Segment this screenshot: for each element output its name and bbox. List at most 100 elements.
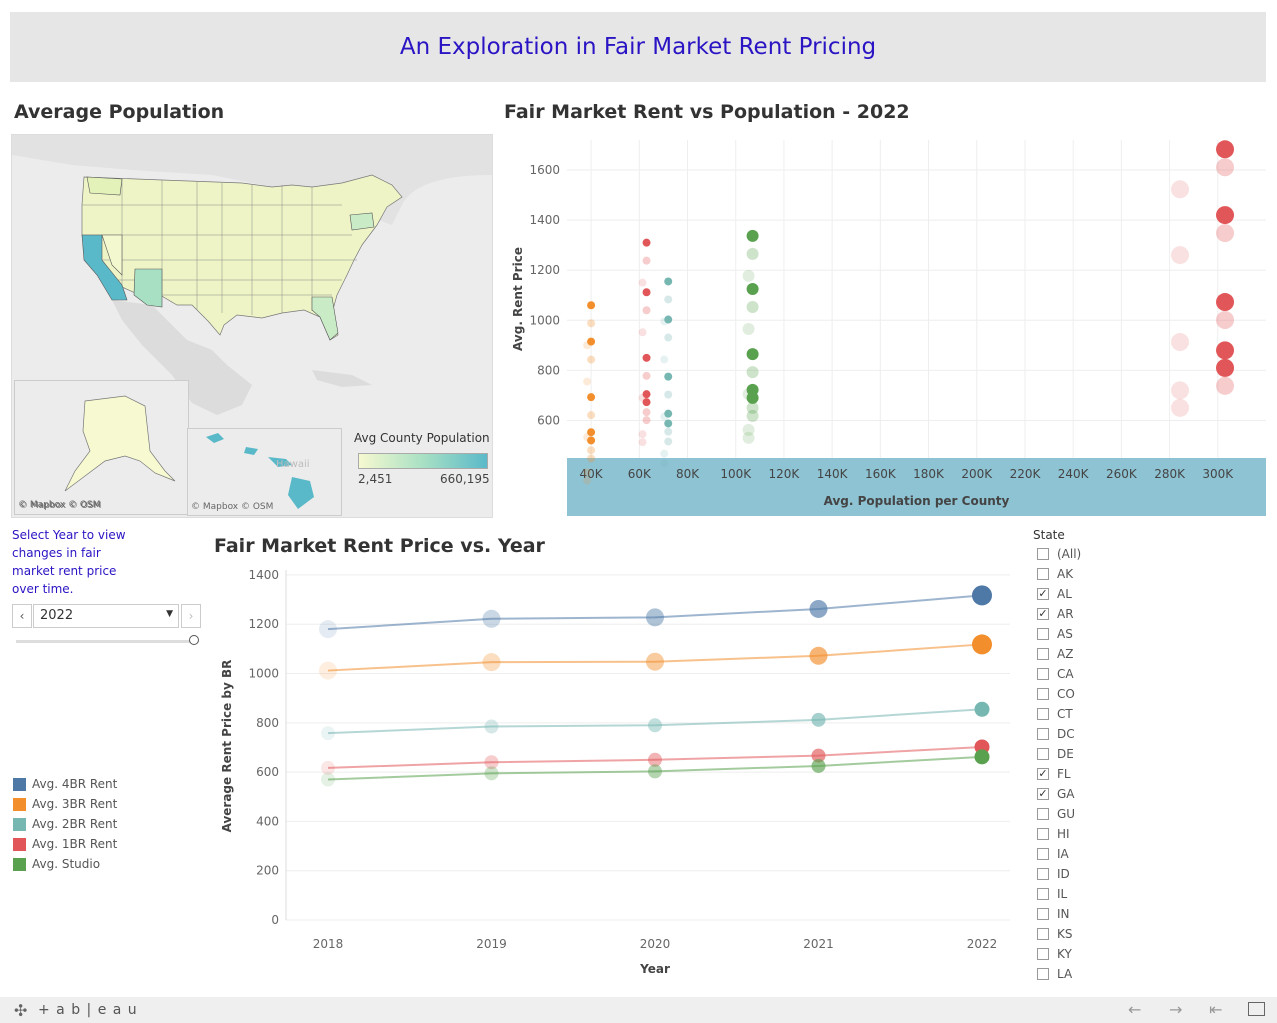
- state-checkbox[interactable]: [1037, 908, 1049, 920]
- line-point[interactable]: [809, 646, 828, 665]
- state-filter-item[interactable]: ✓ AR: [1037, 605, 1074, 623]
- scatter-point[interactable]: [664, 372, 673, 381]
- scatter-point[interactable]: [642, 390, 651, 399]
- state-checkbox[interactable]: [1037, 808, 1049, 820]
- revert-icon[interactable]: ⇤: [1209, 1000, 1223, 1019]
- state-filter-item[interactable]: (All): [1037, 545, 1081, 563]
- state-checkbox[interactable]: [1037, 708, 1049, 720]
- line-point[interactable]: [646, 608, 664, 627]
- state-filter-item[interactable]: CA: [1037, 665, 1074, 683]
- line-chart[interactable]: 0 200 400 600 800 1000 1200 1400 2018 2019 2020 202…: [210, 560, 1010, 985]
- state-checkbox[interactable]: [1037, 888, 1049, 900]
- state-filter-item[interactable]: CT: [1037, 705, 1073, 723]
- california[interactable]: [81, 234, 128, 301]
- state-filter-item[interactable]: AK: [1037, 565, 1073, 583]
- scatter-point[interactable]: [664, 277, 673, 286]
- scatter-point[interactable]: [1216, 206, 1235, 225]
- state-checkbox[interactable]: [1037, 868, 1049, 880]
- color-legend-item[interactable]: Avg. 2BR Rent: [13, 817, 117, 831]
- state-checkbox[interactable]: [1037, 648, 1049, 660]
- line-point[interactable]: [972, 585, 992, 606]
- scatter-point[interactable]: [642, 353, 651, 362]
- arizona[interactable]: [133, 268, 163, 308]
- state-checkbox[interactable]: [1037, 828, 1049, 840]
- state-filter-item[interactable]: KY: [1037, 945, 1072, 963]
- scatter-point[interactable]: [642, 238, 651, 247]
- state-checkbox[interactable]: [1037, 748, 1049, 760]
- state-filter-item[interactable]: DC: [1037, 725, 1075, 743]
- florida[interactable]: [311, 296, 339, 341]
- scatter-point[interactable]: [746, 348, 759, 361]
- state-filter-item[interactable]: CO: [1037, 685, 1075, 703]
- color-legend-item[interactable]: Avg. 4BR Rent: [13, 777, 117, 791]
- line-point[interactable]: [648, 752, 662, 767]
- scatter-point[interactable]: [664, 409, 673, 418]
- state-filter-item[interactable]: KS: [1037, 925, 1073, 943]
- year-select[interactable]: 2022 ▼: [33, 604, 179, 628]
- scatter-point[interactable]: [587, 301, 596, 310]
- state-checkbox[interactable]: ✓: [1037, 607, 1049, 620]
- state-checkbox[interactable]: [1037, 928, 1049, 940]
- line-point[interactable]: [809, 599, 828, 618]
- line-point[interactable]: [484, 755, 499, 770]
- scatter-point[interactable]: [1216, 293, 1235, 312]
- state-checkbox[interactable]: ✓: [1037, 787, 1049, 800]
- state-filter-item[interactable]: LA: [1037, 965, 1072, 983]
- year-slider-track[interactable]: [16, 640, 194, 643]
- state-filter-item[interactable]: AZ: [1037, 645, 1073, 663]
- state-filter-item[interactable]: IL: [1037, 885, 1067, 903]
- scatter-point[interactable]: [642, 398, 651, 407]
- scatter-point[interactable]: [587, 393, 596, 402]
- color-legend-item[interactable]: Avg. 1BR Rent: [13, 837, 117, 851]
- line-point[interactable]: [974, 749, 990, 765]
- state-filter-item[interactable]: ✓ FL: [1037, 765, 1071, 783]
- line-point[interactable]: [321, 772, 335, 787]
- state-checkbox[interactable]: [1037, 948, 1049, 960]
- scatter-point[interactable]: [587, 428, 596, 437]
- line-point[interactable]: [484, 719, 499, 734]
- line-point[interactable]: [321, 760, 335, 775]
- new-york[interactable]: [349, 212, 375, 231]
- washington[interactable]: [86, 176, 123, 196]
- hawaii-inset[interactable]: Hawaii © Mapbox © OSM: [187, 428, 342, 516]
- line-point[interactable]: [319, 620, 337, 639]
- line-point[interactable]: [646, 652, 664, 671]
- color-legend-item[interactable]: Avg. Studio: [13, 857, 100, 871]
- scatter-point[interactable]: [664, 419, 673, 428]
- redo-icon[interactable]: →: [1169, 1000, 1183, 1019]
- alaska-inset[interactable]: © Mapbox © OSM: [14, 380, 189, 515]
- state-checkbox[interactable]: ✓: [1037, 767, 1049, 780]
- state-checkbox[interactable]: [1037, 668, 1049, 680]
- nevada[interactable]: [101, 234, 123, 276]
- scatter-point[interactable]: [746, 391, 759, 404]
- state-filter-item[interactable]: DE: [1037, 745, 1074, 763]
- line-point[interactable]: [974, 701, 990, 717]
- year-slider-handle[interactable]: [189, 635, 199, 645]
- state-checkbox[interactable]: [1037, 968, 1049, 980]
- scatter-point[interactable]: [642, 288, 651, 297]
- state-checkbox[interactable]: [1037, 568, 1049, 580]
- color-legend-item[interactable]: Avg. 3BR Rent: [13, 797, 117, 811]
- line-point[interactable]: [811, 748, 826, 763]
- scatter-point[interactable]: [587, 337, 596, 346]
- state-filter-item[interactable]: HI: [1037, 825, 1070, 843]
- state-filter-item[interactable]: GU: [1037, 805, 1075, 823]
- undo-icon[interactable]: ←: [1128, 1000, 1142, 1019]
- scatter-point[interactable]: [746, 229, 759, 242]
- line-point[interactable]: [972, 634, 992, 655]
- tableau-logo-icon[interactable]: ✣: [14, 1001, 28, 1020]
- scatter-chart[interactable]: 600 800 1000 1200 1400 1600 40K 60K 80K 100K 120K 1…: [500, 130, 1266, 518]
- scatter-point[interactable]: [1216, 341, 1235, 360]
- state-checkbox[interactable]: ✓: [1037, 587, 1049, 600]
- state-filter-item[interactable]: IA: [1037, 845, 1069, 863]
- line-point[interactable]: [321, 726, 335, 741]
- line-point[interactable]: [811, 712, 826, 727]
- state-checkbox[interactable]: [1037, 688, 1049, 700]
- line-point[interactable]: [648, 764, 662, 779]
- scatter-point[interactable]: [664, 315, 673, 324]
- line-point[interactable]: [648, 718, 662, 733]
- scatter-point[interactable]: [1216, 140, 1235, 159]
- state-filter-item[interactable]: ID: [1037, 865, 1070, 883]
- scatter-point[interactable]: [746, 282, 759, 295]
- state-checkbox[interactable]: [1037, 728, 1049, 740]
